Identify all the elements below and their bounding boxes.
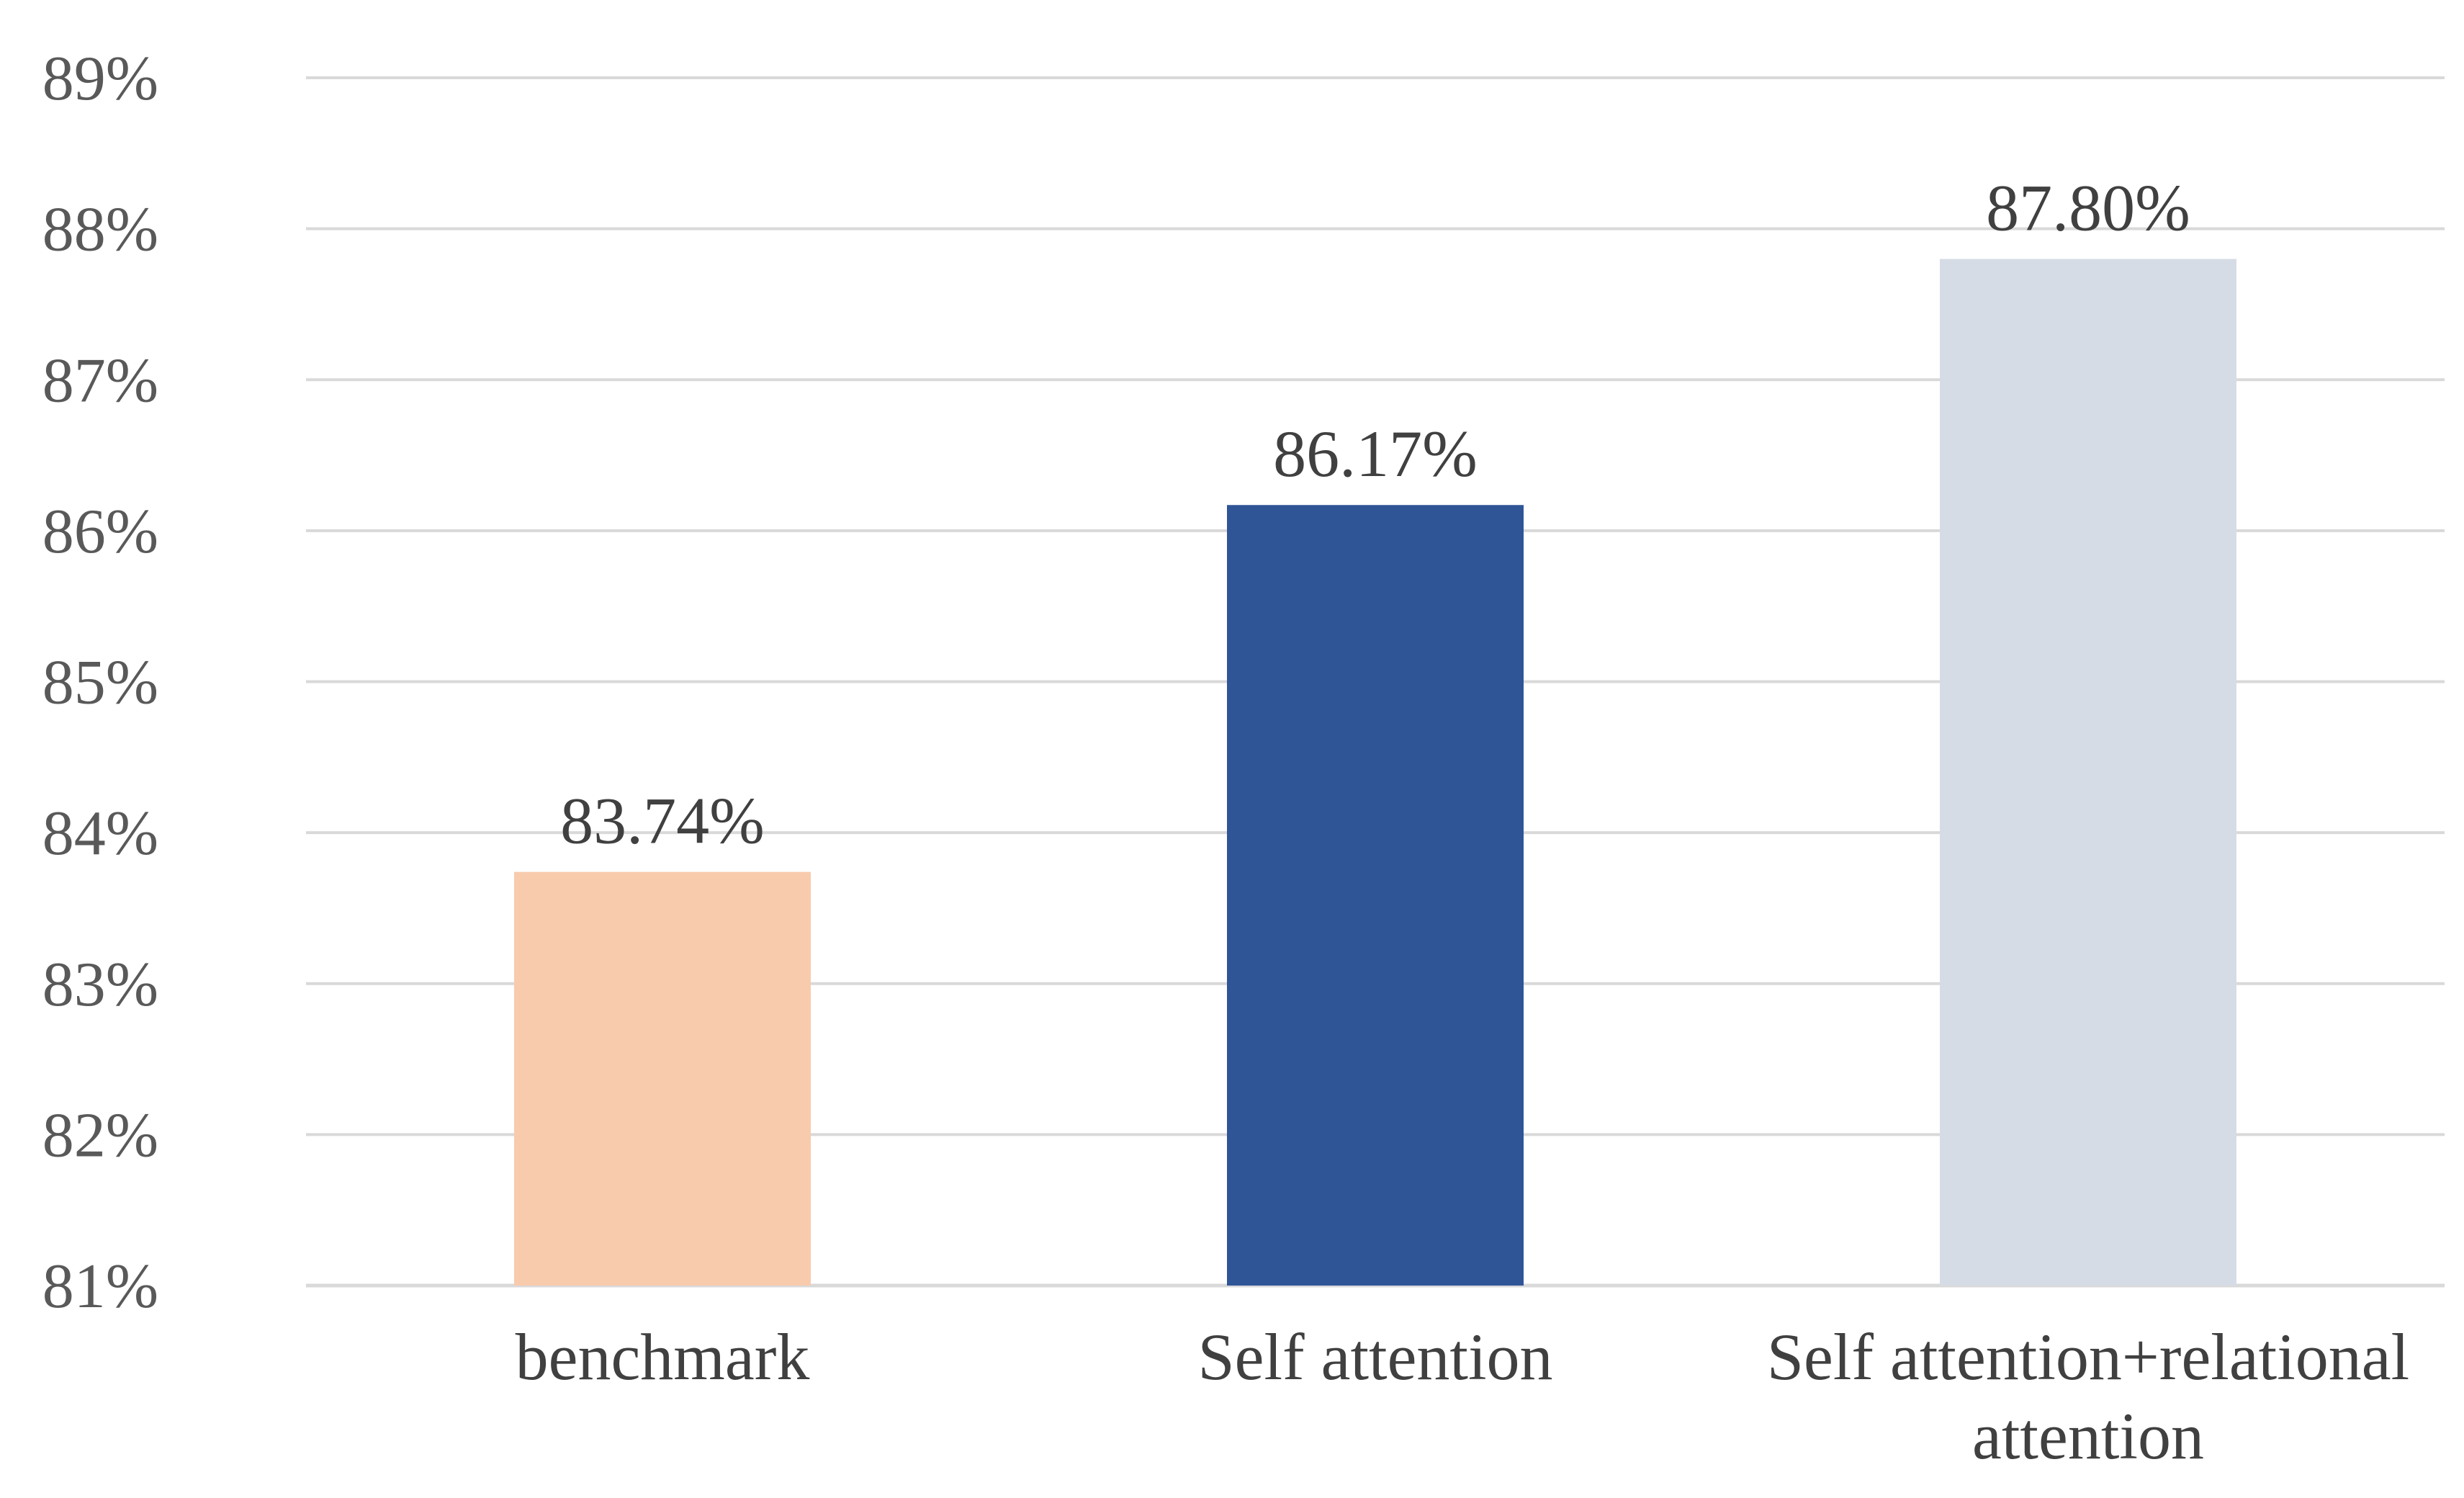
y-tick-label: 82% bbox=[42, 1100, 158, 1170]
y-axis-tick-labels: 81% 82% 83% 84% 85% 86% 87% 88% 89% bbox=[42, 44, 158, 1322]
y-tick-label: 81% bbox=[42, 1252, 158, 1322]
y-tick-label: 84% bbox=[42, 799, 158, 869]
category-label-line: attention bbox=[1972, 1399, 2204, 1473]
y-tick-label: 89% bbox=[42, 44, 158, 114]
category-label: benchmark bbox=[516, 1320, 810, 1394]
bar bbox=[1940, 259, 2236, 1286]
category-label-line: Self attention bbox=[1197, 1320, 1552, 1394]
category-label: Self attention bbox=[1197, 1320, 1552, 1394]
bar bbox=[1227, 505, 1524, 1286]
data-labels: 83.74% 86.17% 87.80% bbox=[560, 171, 2190, 858]
y-tick-label: 86% bbox=[42, 497, 158, 567]
data-label: 86.17% bbox=[1273, 417, 1478, 490]
data-label: 83.74% bbox=[560, 784, 765, 858]
y-tick-label: 87% bbox=[42, 346, 158, 416]
category-label-line: Self attention+relational bbox=[1767, 1320, 2409, 1394]
y-tick-label: 85% bbox=[42, 648, 158, 718]
x-axis-category-labels: benchmark Self attention Self attention+re… bbox=[516, 1320, 2410, 1473]
bars bbox=[514, 259, 2236, 1286]
bar bbox=[514, 871, 811, 1286]
category-label: Self attention+relational attention bbox=[1767, 1320, 2409, 1473]
data-label: 87.80% bbox=[1986, 171, 2190, 245]
y-tick-label: 88% bbox=[42, 195, 158, 265]
y-tick-label: 83% bbox=[42, 950, 158, 1020]
category-label-line: benchmark bbox=[516, 1320, 810, 1394]
